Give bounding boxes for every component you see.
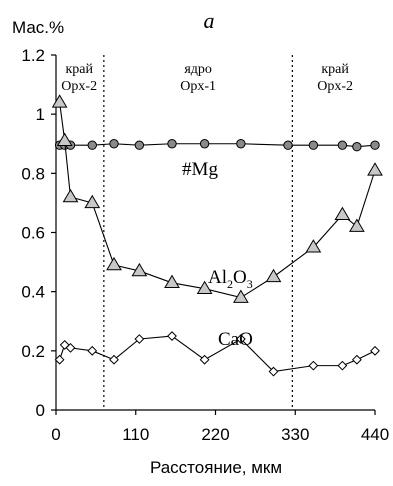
y-tick-label: 0.6: [21, 224, 45, 243]
data-point: [199, 139, 210, 149]
data-point: [199, 354, 210, 365]
y-tick-label: 1.2: [21, 46, 45, 65]
data-point: [349, 218, 365, 232]
data-point: [351, 354, 362, 365]
data-point: [167, 139, 177, 149]
zone-sublabel: Opx-2: [317, 79, 353, 94]
zone-sublabel: Opx-2: [61, 79, 97, 94]
data-point: [109, 354, 119, 365]
y-tick-label: 0: [36, 401, 45, 420]
data-point: [167, 331, 177, 341]
data-point: [370, 140, 380, 150]
data-point: [54, 354, 65, 365]
data-point: [235, 334, 246, 344]
x-tick-label: 110: [122, 425, 149, 444]
data-point: [334, 206, 351, 221]
series-line: [59, 143, 376, 148]
data-point: [87, 140, 97, 150]
data-point: [308, 140, 319, 150]
y-tick-label: 0.4: [21, 283, 45, 302]
data-point: [308, 360, 319, 371]
x-tick-label: 440: [361, 425, 389, 444]
data-point: [87, 345, 98, 356]
data-point: [131, 262, 148, 277]
data-point: [370, 345, 380, 356]
y-tick-label: 0.8: [21, 164, 45, 183]
data-point: [84, 194, 101, 209]
data-point: [134, 140, 145, 150]
zone-label: ядро: [184, 62, 212, 77]
x-tick-label: 0: [51, 425, 60, 444]
data-point: [164, 274, 180, 289]
data-point: [62, 188, 79, 203]
x-axis-label: Расстояние, мкм: [150, 458, 282, 477]
data-point: [367, 162, 383, 176]
data-point: [283, 140, 293, 150]
y-axis-label: Мас.%: [12, 18, 64, 37]
series-label: Al2O3: [208, 267, 253, 291]
zone-sublabel: Opx-1: [180, 79, 216, 94]
chart-title: a: [204, 8, 215, 33]
data-point: [51, 94, 68, 108]
data-point: [305, 239, 322, 253]
y-tick-label: 1: [36, 105, 45, 124]
data-point: [352, 142, 362, 152]
data-point: [106, 256, 122, 271]
data-point: [65, 342, 76, 353]
zone-label: край: [65, 62, 93, 77]
data-point: [109, 139, 119, 149]
data-point: [236, 139, 246, 149]
data-point: [56, 132, 73, 147]
y-tick-label: 0.2: [21, 342, 45, 361]
data-point: [265, 268, 282, 283]
data-point: [337, 360, 348, 371]
data-point: [134, 334, 145, 344]
data-point: [196, 280, 213, 294]
data-point: [59, 340, 70, 350]
x-tick-label: 220: [201, 425, 229, 444]
series-label: CaO: [218, 329, 253, 350]
data-point: [233, 289, 249, 303]
data-point: [268, 366, 279, 377]
x-tick-label: 330: [281, 425, 309, 444]
zone-label: край: [321, 62, 349, 77]
series-label: #Mg: [182, 159, 218, 180]
plot-area: 0 0.2 0.4 0.6 0.8 1 1.2 0 110 220 330 440 Мас.% a Расс…: [12, 8, 389, 477]
data-point: [337, 140, 348, 150]
